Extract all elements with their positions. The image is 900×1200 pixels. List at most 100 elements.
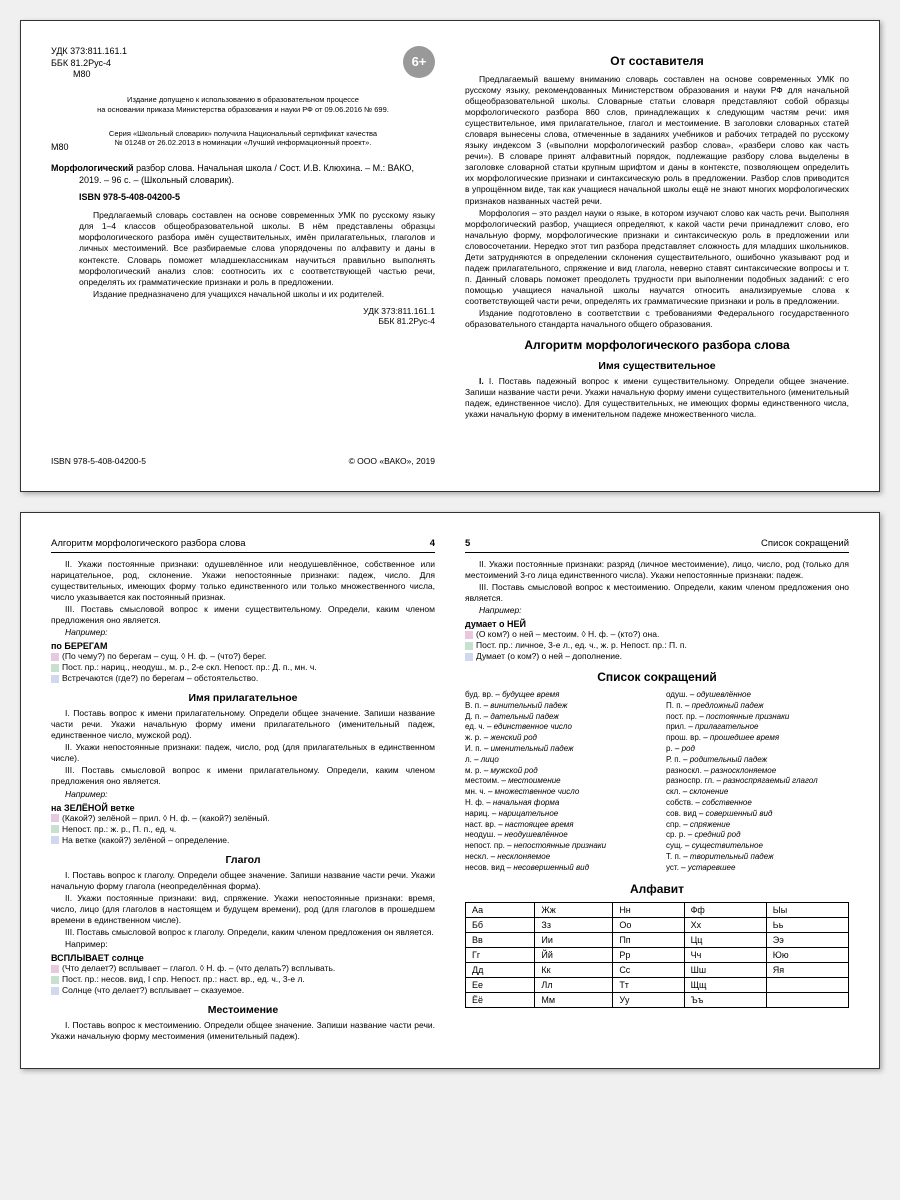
example-line: Пост. пр.: несов. вид, I спр. Непост. пр… — [62, 974, 435, 985]
annotation-p1: Предлагаемый словарь составлен на основе… — [79, 210, 435, 287]
compiler-p3: Издание подготовлено в соответствии с тр… — [465, 308, 849, 330]
alphabet-cell: Зз — [535, 917, 613, 932]
adj-step-1: I. Поставь вопрос к имени прилагательном… — [51, 708, 435, 741]
abbr-item: разноскл. – разносклоняемое — [666, 766, 849, 777]
udk-code: УДК 373:811.161.1 — [51, 46, 435, 58]
alphabet-cell: Сс — [613, 962, 684, 977]
noun-step-2: II. Укажи постоянные признаки: одушевлён… — [51, 559, 435, 603]
abbr-item: р. – род — [666, 744, 849, 755]
alphabet-table: АаЖжНнФфЫыБбЗзОоХхЬьВвИиПпЦцЭэГгЙйРрЧчЮю… — [465, 902, 849, 1008]
abbr-item: мн. ч. – множественное число — [465, 787, 648, 798]
alphabet-cell: Вв — [466, 932, 535, 947]
abbr-item: уст. – устаревшее — [666, 863, 849, 874]
bbk-code: ББК 81.2Рус-4 — [51, 58, 435, 70]
age-rating-badge: 6+ — [403, 46, 435, 78]
running-head-left: Алгоритм морфологического разбора слова … — [51, 538, 435, 553]
abbr-item: местоим. – местоимение — [465, 776, 648, 787]
alphabet-cell: Юю — [766, 947, 848, 962]
alphabet-cell: Гг — [466, 947, 535, 962]
spread-2: Алгоритм морфологического разбора слова … — [20, 512, 880, 1070]
heading-from-compiler: От составителя — [465, 54, 849, 68]
alphabet-cell: Цц — [684, 932, 766, 947]
abbr-item: Д. п. – дательный падеж — [465, 712, 648, 723]
abbr-item: сов. вид – совершенный вид — [666, 809, 849, 820]
alphabet-cell: Хх — [684, 917, 766, 932]
bbk-code-bottom: ББК 81.2Рус-4 — [51, 316, 435, 326]
alphabet-cell: Ээ — [766, 932, 848, 947]
alphabet-cell: Лл — [535, 977, 613, 992]
abbr-item: непост. пр. – непостоянные признаки — [465, 841, 648, 852]
abbr-item: неодуш. – неодушевлённое — [465, 830, 648, 841]
compiler-p2: Морфология – это раздел науки о языке, в… — [465, 208, 849, 307]
example-label: Например: — [51, 789, 435, 800]
abbr-item: одуш. – одушевлённое — [666, 690, 849, 701]
abbr-item: И. п. – именительный падеж — [465, 744, 648, 755]
abbr-item: В. п. – винительный падеж — [465, 701, 648, 712]
heading-verb: Глагол — [51, 854, 435, 866]
approval-note: Издание допущено к использованию в образ… — [51, 95, 435, 115]
alphabet-cell — [766, 977, 848, 992]
pronoun-step-2: II. Укажи постоянные признаки: разряд (л… — [465, 559, 849, 581]
abbr-col-right: одуш. – одушевлённоеП. п. – предложный п… — [666, 690, 849, 874]
alphabet-cell: Тт — [613, 977, 684, 992]
example-line: Солнце (что делает?) всплывает – сказуем… — [62, 985, 435, 996]
example-line: На ветке (какой?) зелёной – определение. — [62, 835, 435, 846]
example-noun-head: по БЕРЕГАМ — [51, 641, 435, 651]
running-head-right: 5 Список сокращений — [465, 538, 849, 553]
adj-step-2: II. Укажи непостоянные признаки: падеж, … — [51, 742, 435, 764]
alphabet-cell: Шш — [684, 962, 766, 977]
example-line: (По чему?) по берегам – сущ. ◊ Н. ф. – (… — [62, 651, 435, 662]
abbr-item: П. п. – предложный падеж — [666, 701, 849, 712]
abbr-item: скл. – склонение — [666, 787, 849, 798]
verb-step-2: II. Укажи постоянные признаки: вид, спря… — [51, 893, 435, 926]
abbr-item: л. – лицо — [465, 755, 648, 766]
alphabet-cell: Рр — [613, 947, 684, 962]
abbr-item: несов. вид – несовершенный вид — [465, 863, 648, 874]
heading-abbreviations: Список сокращений — [465, 670, 849, 684]
example-line: Встречаются (где?) по берегам – обстояте… — [62, 673, 435, 684]
page-3-recto: От составителя Предлагаемый вашему внима… — [450, 46, 859, 466]
example-line: (Что делает?) всплывает – глагол. ◊ Н. ф… — [62, 963, 435, 974]
heading-alphabet: Алфавит — [465, 882, 849, 896]
text: I. Поставь падежный вопрос к имени сущес… — [465, 376, 849, 419]
example-label: Например: — [51, 939, 435, 950]
abbr-item: м. р. – мужской род — [465, 766, 648, 777]
alphabet-cell — [766, 992, 848, 1007]
verb-step-3: III. Поставь смысловой вопрос к глаголу.… — [51, 927, 435, 938]
alphabet-cell: Ьь — [766, 917, 848, 932]
example-line: Непост. пр.: ж. р., П. п., ед. ч. — [62, 824, 435, 835]
example-label: Например: — [51, 627, 435, 638]
alphabet-cell: Оо — [613, 917, 684, 932]
abbr-item: нескл. – несклоняемое — [465, 852, 648, 863]
spread-1: 6+ УДК 373:811.161.1 ББК 81.2Рус-4 М80 И… — [20, 20, 880, 492]
example-line: Пост. пр.: нариц., неодуш., м. р., 2-е с… — [62, 662, 435, 673]
footer-isbn: ISBN 978-5-408-04200-5 — [51, 456, 146, 466]
abbr-col-left: буд. вр. – будущее времяВ. п. – винитель… — [465, 690, 648, 874]
adj-step-3: III. Поставь смысловой вопрос к имени пр… — [51, 765, 435, 787]
abbr-item: ср. р. – средний род — [666, 830, 849, 841]
example-line: Пост. пр.: личное, 3-е л., ед. ч., ж. р.… — [476, 640, 849, 651]
heading-algorithm: Алгоритм морфологического разбора слова — [465, 338, 849, 352]
alphabet-cell: Бб — [466, 917, 535, 932]
certificate-note: Серия «Школьный словарик» получила Нацио… — [51, 129, 435, 149]
alphabet-cell: Чч — [684, 947, 766, 962]
alphabet-cell: Жж — [535, 902, 613, 917]
alphabet-cell: Кк — [535, 962, 613, 977]
abbr-item: ж. р. – женский род — [465, 733, 648, 744]
alphabet-cell: Аа — [466, 902, 535, 917]
abbr-item: наст. вр. – настоящее время — [465, 820, 648, 831]
footer: ISBN 978-5-408-04200-5 © ООО «ВАКО», 201… — [51, 456, 435, 466]
note-line: Серия «Школьный словарик» получила Нацио… — [109, 129, 377, 138]
alphabet-cell: Уу — [613, 992, 684, 1007]
alphabet-cell: Ёё — [466, 992, 535, 1007]
note-line: Издание допущено к использованию в образ… — [127, 95, 359, 104]
runhead-title: Список сокращений — [470, 538, 849, 549]
abbr-item: Н. ф. – начальная форма — [465, 798, 648, 809]
compiler-p1: Предлагаемый вашему вниманию словарь сос… — [465, 74, 849, 207]
runhead-page: 4 — [430, 538, 435, 549]
alphabet-cell: Мм — [535, 992, 613, 1007]
footer-copyright: © ООО «ВАКО», 2019 — [349, 456, 435, 466]
udk-code-bottom: УДК 373:811.161.1 — [51, 306, 435, 316]
alphabet-cell: Дд — [466, 962, 535, 977]
alphabet-cell: Ии — [535, 932, 613, 947]
